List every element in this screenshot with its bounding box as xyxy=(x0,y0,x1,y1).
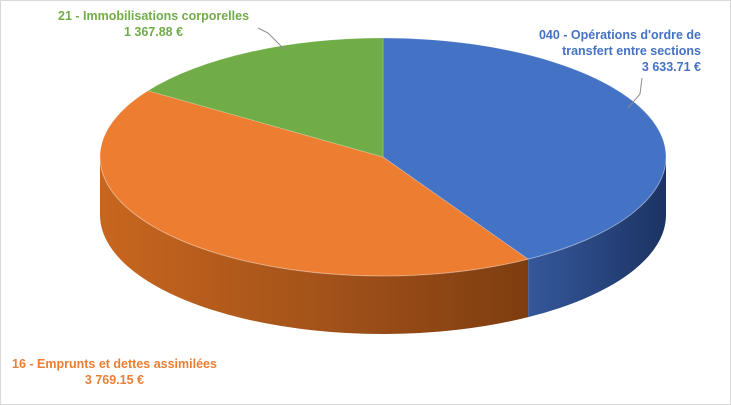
pie-tops xyxy=(99,37,667,277)
slice-label-16-name: 16 - Emprunts et dettes assimilées xyxy=(12,357,217,371)
slice-label-16-value: 3 769.15 € xyxy=(84,373,145,387)
slice-label-040-name-line2: transfert entre sections xyxy=(562,44,701,58)
slice-label-040-value: 3 633.71 € xyxy=(641,60,701,74)
slice-top-s040 xyxy=(382,37,667,260)
leader-line-040 xyxy=(627,77,643,109)
leader-line-21 xyxy=(257,27,286,51)
slice-top-s21 xyxy=(147,37,384,158)
slice-top-s16 xyxy=(99,90,530,277)
leader-lines xyxy=(257,27,643,109)
pie-sides xyxy=(99,157,666,335)
slice-side-s040 xyxy=(528,157,666,318)
slice-side-s16 xyxy=(99,157,529,335)
pie-rim-highlight xyxy=(99,156,667,277)
slice-label-040: 040 - Opérations d'ordre de transfert en… xyxy=(539,27,701,75)
slice-label-21-value: 1 367.88 € xyxy=(123,25,184,39)
slice-label-040-name-line1: 040 - Opérations d'ordre de xyxy=(538,28,701,42)
slice-label-21-name: 21 - Immobilisations corporelles xyxy=(58,9,250,23)
slice-label-21: 21 - Immobilisations corporelles 1 367.8… xyxy=(58,8,249,40)
slice-label-16: 16 - Emprunts et dettes assimilées 3 769… xyxy=(12,356,217,388)
